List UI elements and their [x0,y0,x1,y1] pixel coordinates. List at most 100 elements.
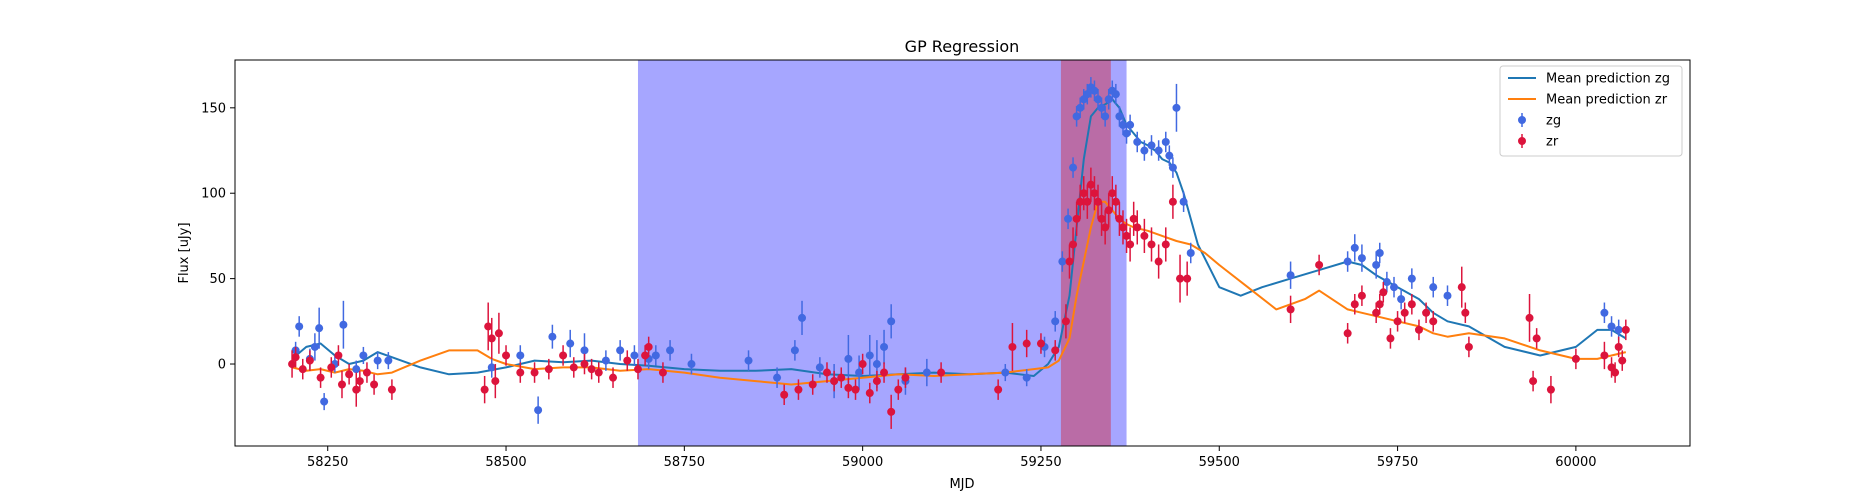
point-zr-62 [1086,180,1095,189]
point-zr-59 [1076,197,1085,206]
point-zr-73 [1126,240,1135,249]
point-zr-19 [502,351,511,360]
point-zr-43 [865,389,874,398]
point-zg-71 [1186,249,1195,257]
x-tick-label-59750: 59750 [1377,455,1418,470]
point-zr-32 [644,342,653,351]
point-zg-32 [855,368,864,377]
point-zg-62 [1133,137,1142,146]
point-zr-78 [1154,257,1163,266]
point-zr-28 [609,373,618,382]
point-zr-74 [1129,214,1138,223]
point-zg-66 [1161,137,1170,146]
x-tick-label-58250: 58250 [307,455,348,470]
chart-title: GP Regression [905,37,1020,56]
point-zr-23 [559,351,568,360]
point-zr-105 [1571,354,1580,363]
point-zr-4 [316,373,325,382]
point-zr-45 [880,368,889,377]
point-zr-86 [1350,300,1359,309]
point-zr-29 [623,356,632,365]
point-zr-57 [1069,240,1078,249]
point-zr-53 [1036,339,1045,348]
point-zr-49 [937,368,946,377]
point-zg-5 [320,397,329,406]
point-zg-31 [844,354,853,363]
point-zr-26 [587,365,596,374]
point-zr-58 [1072,214,1081,223]
point-zr-18 [494,329,503,338]
point-zr-54 [1051,346,1060,355]
point-zr-79 [1161,240,1170,249]
point-zg-84 [1600,308,1609,317]
point-zr-75 [1133,223,1142,232]
point-zr-38 [830,377,839,386]
point-zg-79 [1390,283,1399,292]
point-zr-88 [1372,308,1381,317]
point-zr-91 [1386,334,1395,343]
point-zr-52 [1022,339,1031,348]
point-zg-3 [310,342,319,351]
point-zr-17 [491,377,500,386]
x-axis-label: MJD [949,477,974,492]
point-zg-73 [1343,257,1352,266]
point-zr-96 [1422,308,1431,317]
legend-swatch-2 [1518,116,1526,124]
legend-label-0: Mean prediction zg [1546,72,1670,87]
point-zg-57 [1111,90,1120,99]
legend-label-1: Mean prediction zr [1546,93,1668,108]
legend-swatch-3 [1518,137,1526,145]
point-zg-24 [687,360,696,369]
point-zg-19 [616,346,625,355]
y-axis-label: Flux [uJy] [177,222,192,283]
point-zr-12 [370,380,379,389]
point-zr-0 [288,360,297,369]
plot-frame [234,59,1691,447]
point-zg-39 [1001,368,1010,377]
point-zg-36 [887,317,896,326]
point-zr-103 [1532,334,1541,343]
y-axis: 0 50 100 150 [201,101,235,373]
scatter-series [288,77,1630,429]
point-zg-45 [1069,163,1078,172]
point-zg-40 [1022,373,1031,382]
point-zg-14 [534,406,543,415]
point-zg-76 [1372,260,1381,269]
line-mean-prediction-zr [291,200,1627,386]
point-zg-85 [1607,322,1616,331]
point-zg-63 [1140,146,1149,155]
point-zr-100 [1464,342,1473,351]
point-zg-82 [1429,283,1438,292]
point-zg-47 [1076,103,1085,112]
point-zg-74 [1350,243,1359,252]
point-zr-84 [1315,260,1324,269]
point-zr-11 [362,368,371,377]
point-zr-99 [1461,308,1470,317]
point-zr-20 [516,368,525,377]
point-zg-42 [1051,317,1060,326]
point-zr-31 [641,351,650,360]
point-zg-35 [880,342,889,351]
point-zr-76 [1140,231,1149,240]
point-zr-51 [1008,342,1017,351]
point-zr-40 [844,383,853,392]
point-zg-12 [487,363,496,372]
point-zr-70 [1115,214,1124,223]
point-zg-22 [651,351,660,360]
point-zr-41 [851,385,860,394]
point-zr-81 [1176,274,1185,283]
point-zg-8 [352,365,361,374]
point-zg-28 [798,313,807,322]
point-zr-83 [1286,305,1295,314]
point-zr-87 [1357,291,1366,300]
point-zr-35 [794,385,803,394]
point-zg-34 [872,360,881,369]
point-zr-55 [1061,317,1070,326]
point-zr-21 [530,368,539,377]
point-zg-10 [373,356,382,365]
point-zg-64 [1147,141,1156,150]
point-zr-104 [1546,385,1555,394]
y-tick-label-100: 100 [201,187,226,202]
point-zr-65 [1097,214,1106,223]
point-zr-9 [352,385,361,394]
